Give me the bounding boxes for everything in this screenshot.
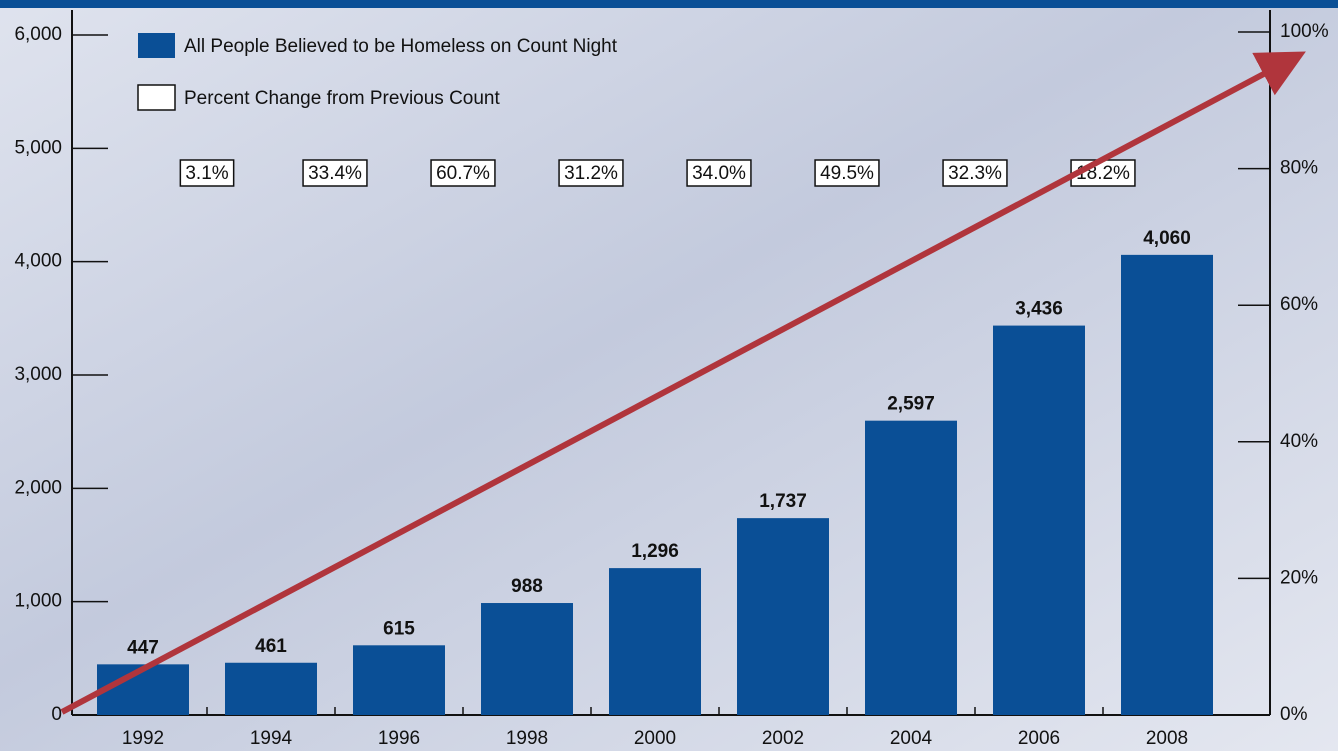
y2-tick-label: 60%: [1280, 294, 1318, 315]
x-tick-label: 1998: [506, 728, 548, 749]
x-tick-label: 1994: [250, 728, 293, 749]
x-tick-label: 2006: [1018, 728, 1060, 749]
bar: [225, 663, 317, 715]
x-tick-label: 2000: [634, 728, 676, 749]
bar: [865, 421, 957, 715]
bar-value-label: 1,737: [759, 491, 807, 512]
legend-swatch: [138, 33, 175, 58]
y-tick-label: 1,000: [14, 591, 62, 612]
y2-tick-label: 0%: [1280, 704, 1308, 725]
percent-label: 34.0%: [692, 163, 746, 184]
legend-label: All People Believed to be Homeless on Co…: [184, 36, 618, 57]
bar: [609, 568, 701, 715]
legend-swatch: [138, 85, 175, 110]
y2-tick-label: 100%: [1280, 21, 1329, 42]
bar: [1121, 255, 1213, 715]
y-tick-label: 4,000: [14, 251, 62, 272]
x-tick-label: 2002: [762, 728, 804, 749]
bar: [481, 603, 573, 715]
y2-tick-label: 40%: [1280, 431, 1318, 452]
y-tick-label: 3,000: [14, 364, 62, 385]
top-band: [0, 0, 1338, 8]
bar: [737, 518, 829, 715]
percent-label: 3.1%: [185, 163, 228, 184]
bar-value-label: 3,436: [1015, 299, 1063, 320]
x-tick-label: 2004: [890, 728, 933, 749]
bar-value-label: 4,060: [1143, 228, 1191, 249]
y-tick-label: 5,000: [14, 137, 62, 158]
y-tick-label: 6,000: [14, 24, 62, 45]
x-tick-label: 1996: [378, 728, 420, 749]
x-tick-label: 2008: [1146, 728, 1188, 749]
bar-value-label: 2,597: [887, 394, 935, 415]
x-tick-label: 1992: [122, 728, 164, 749]
bar-value-label: 461: [255, 636, 287, 657]
bar-value-label: 1,296: [631, 541, 679, 562]
bar-value-label: 447: [127, 637, 159, 658]
bar-value-label: 615: [383, 618, 415, 639]
bar-value-label: 988: [511, 576, 543, 597]
bar: [353, 645, 445, 715]
y-tick-label: 0: [51, 704, 62, 725]
percent-label: 33.4%: [308, 163, 362, 184]
page: {"chart_data": { "type": "bar", "categor…: [0, 0, 1338, 751]
percent-label: 31.2%: [564, 163, 618, 184]
bar: [993, 326, 1085, 715]
percent-label: 32.3%: [948, 163, 1002, 184]
percent-label: 60.7%: [436, 163, 490, 184]
percent-label: 49.5%: [820, 163, 874, 184]
y2-tick-label: 80%: [1280, 158, 1318, 179]
chart: 0 1,000 2,000 3,000 4,000 5,000 6,000 0% 20% 40% 6…: [0, 0, 1338, 751]
y2-tick-label: 20%: [1280, 567, 1318, 588]
legend-label: Percent Change from Previous Count: [184, 88, 500, 109]
y-tick-label: 2,000: [14, 477, 62, 498]
